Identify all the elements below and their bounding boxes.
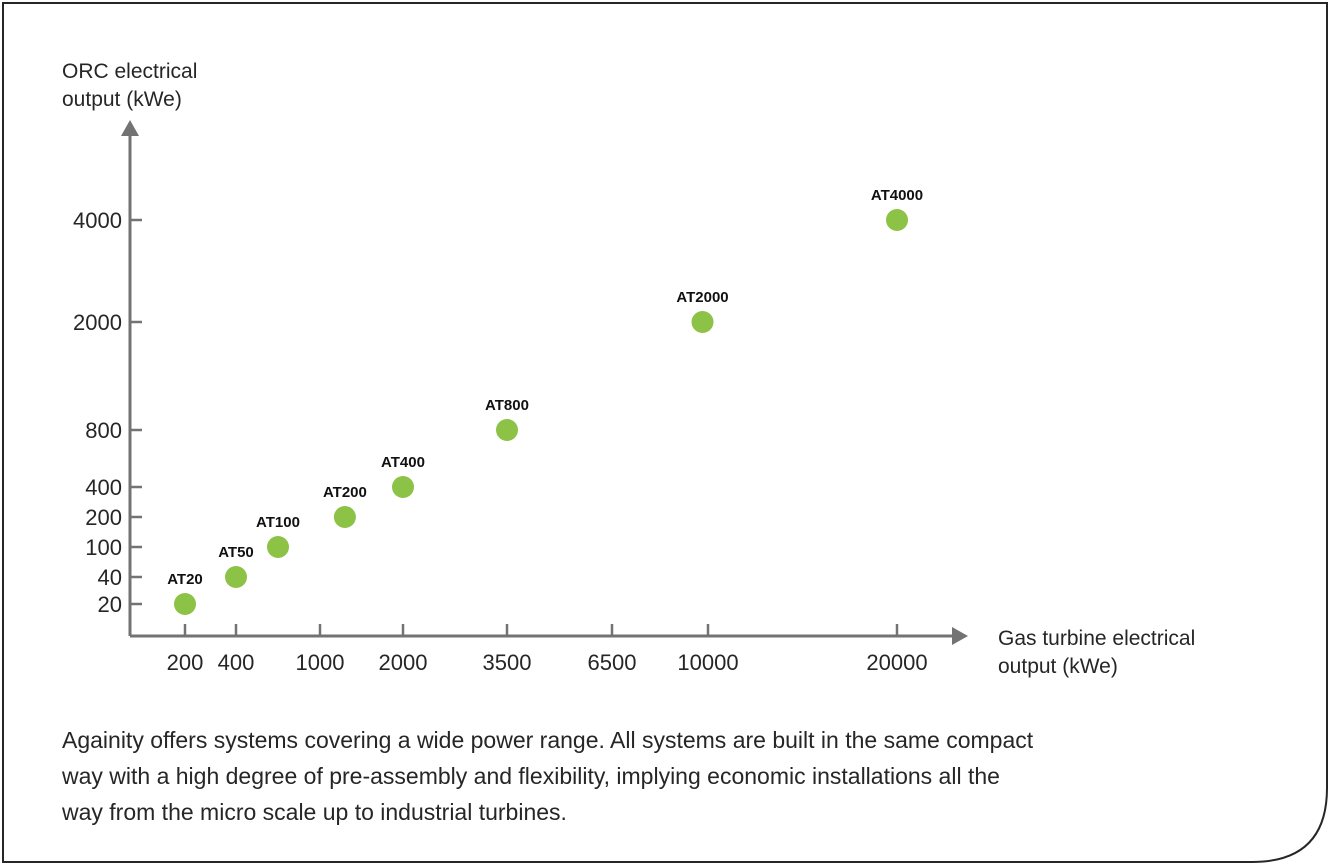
data-point-label: AT200	[323, 484, 367, 501]
data-point	[225, 566, 247, 588]
data-point-label: AT4000	[871, 187, 923, 204]
y-tick-label: 400	[85, 475, 122, 500]
x-tick-label: 2000	[379, 650, 428, 675]
caption: Againity offers systems covering a wide …	[62, 722, 1282, 830]
data-point-label: AT800	[485, 397, 529, 414]
data-point-label: AT400	[381, 454, 425, 471]
x-tick-label: 10000	[677, 650, 738, 675]
caption-line: way with a high degree of pre-assembly a…	[62, 763, 1000, 789]
x-tick-label: 6500	[588, 650, 637, 675]
y-tick-label: 2000	[73, 310, 122, 335]
x-axis-title-line: Gas turbine electrical	[998, 627, 1195, 650]
data-point	[691, 311, 714, 333]
data-point	[392, 476, 414, 498]
caption-line: way from the micro scale up to industria…	[62, 799, 567, 825]
x-tick-label: 200	[167, 650, 204, 675]
data-point	[886, 209, 908, 231]
y-tick-label: 20	[98, 592, 122, 617]
data-point	[174, 593, 196, 615]
x-tick-label: 20000	[866, 650, 927, 675]
caption-line: Againity offers systems covering a wide …	[62, 727, 1034, 753]
data-point-label: AT50	[218, 544, 254, 561]
y-axis-title-line: ORC electrical	[62, 60, 197, 83]
y-tick-label: 200	[85, 505, 122, 530]
x-axis-arrow-icon	[952, 627, 968, 645]
data-point-label: AT100	[256, 514, 300, 531]
x-axis-title: Gas turbine electrical output (kWe)	[998, 627, 1195, 678]
y-tick-label: 4000	[73, 208, 122, 233]
data-point	[267, 536, 289, 558]
x-tick-label: 3500	[483, 650, 532, 675]
data-point	[496, 419, 518, 441]
y-axis-title-line: output (kWe)	[62, 88, 182, 111]
x-tick-label: 400	[218, 650, 255, 675]
y-tick-label: 40	[98, 565, 122, 590]
data-point	[333, 506, 356, 528]
y-axis-arrow-icon	[121, 120, 139, 136]
x-axis-title-line: output (kWe)	[998, 655, 1118, 678]
y-tick-label: 800	[85, 418, 122, 443]
data-point-label: AT2000	[676, 289, 728, 306]
y-axis-title: ORC electrical output (kWe)	[62, 60, 197, 111]
y-tick-label: 100	[85, 535, 122, 560]
data-point-label: AT20	[167, 571, 203, 588]
x-tick-label: 1000	[296, 650, 345, 675]
